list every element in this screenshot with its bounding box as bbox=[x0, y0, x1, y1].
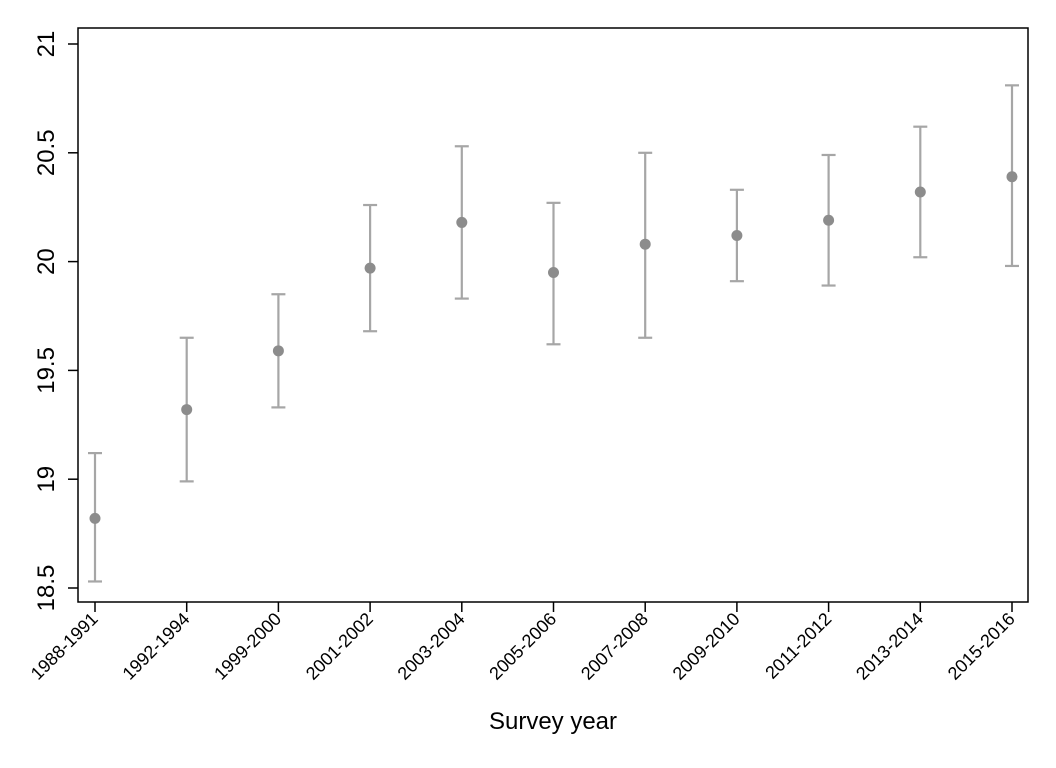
x-tick-label: 2011-2012 bbox=[761, 609, 835, 683]
x-axis-title: Survey year bbox=[489, 708, 617, 735]
data-point bbox=[89, 512, 101, 524]
data-point bbox=[914, 186, 926, 198]
x-tick-label: 2007-2008 bbox=[577, 609, 652, 684]
data-point bbox=[731, 229, 743, 241]
data-point bbox=[181, 404, 193, 416]
data-point bbox=[456, 216, 468, 228]
x-tick-label: 2015-2016 bbox=[944, 609, 1019, 684]
data-point bbox=[1006, 171, 1018, 183]
y-tick-label: 21 bbox=[33, 31, 60, 58]
x-axis: 1988-1991 1992-1994 1999-2000 2001-2002 2003… bbox=[27, 602, 1019, 684]
x-tick-label: 2009-2010 bbox=[669, 609, 744, 684]
y-tick-label: 20.5 bbox=[33, 129, 60, 176]
x-tick-label: 2005-2006 bbox=[485, 609, 560, 684]
x-tick-label: 1999-2000 bbox=[210, 609, 285, 684]
data-point bbox=[823, 214, 835, 226]
x-tick-label: 1988-1991 bbox=[27, 609, 102, 684]
plot-area bbox=[88, 84, 1019, 583]
x-tick-label: 1992-1994 bbox=[119, 609, 194, 684]
data-point bbox=[548, 266, 559, 278]
x-tick-label: 2003-2004 bbox=[394, 609, 469, 684]
data-point bbox=[364, 262, 376, 274]
x-tick-label: 2013-2014 bbox=[852, 609, 927, 684]
y-tick-label: 19.5 bbox=[33, 347, 60, 394]
y-tick-label: 18.5 bbox=[33, 565, 60, 612]
x-tick-label: 2001-2002 bbox=[302, 609, 377, 684]
data-point bbox=[272, 345, 284, 357]
data-point bbox=[639, 238, 651, 250]
y-tick-label: 20 bbox=[33, 248, 60, 275]
y-axis: 18.5 19 19.5 20 20.5 21 bbox=[33, 31, 78, 612]
y-tick-label: 19 bbox=[33, 466, 60, 493]
